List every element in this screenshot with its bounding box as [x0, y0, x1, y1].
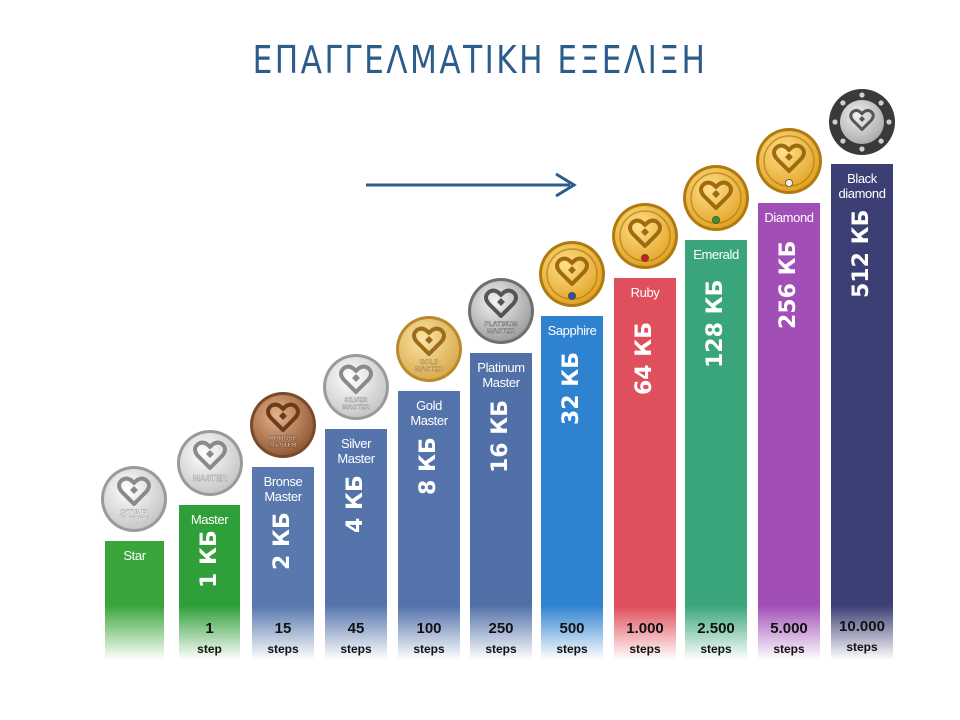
level-badge-icon [612, 203, 678, 269]
level-badge-icon [829, 89, 895, 155]
level-steps: 5.000 steps [757, 619, 821, 659]
level-name: Diamond [764, 210, 814, 225]
steps-unit: steps [267, 642, 299, 656]
level-bar: Emerald [685, 240, 747, 660]
steps-count: 2.500 [697, 620, 735, 637]
level-bar: Silver Master [325, 429, 387, 660]
steps-count: 45 [347, 620, 365, 637]
steps-count: 15 [274, 620, 292, 637]
level-bar: Bronse Master [252, 467, 314, 660]
badge-label: PLATINUM MASTER [484, 321, 517, 335]
level-bar: Star [105, 541, 164, 660]
steps-unit: steps [413, 642, 445, 656]
level-rate: 512 КБ [849, 209, 874, 298]
level-name: Bronse Master [263, 474, 303, 504]
steps-unit: steps [846, 640, 878, 654]
steps-unit: steps [700, 642, 732, 656]
level-name: Sapphire [547, 323, 597, 338]
level-steps: 1.000 steps [613, 619, 677, 659]
level-steps: 100 steps [397, 619, 461, 659]
steps-unit: steps [340, 642, 372, 656]
level-rate: 1 КБ [196, 530, 222, 588]
steps-unit: steps [556, 642, 588, 656]
level-rate: 64 КБ [632, 321, 657, 395]
level-name: Star [123, 548, 146, 563]
level-badge-icon: GOLD MASTER [396, 316, 462, 382]
steps-unit: steps [485, 642, 517, 656]
badge-label: MASTER [193, 474, 227, 483]
badge-label: STAR [119, 508, 148, 520]
level-bar: Diamond [758, 203, 820, 660]
level-rate: 4 КБ [343, 475, 368, 533]
level-name: Black diamond [838, 171, 886, 201]
level-badge-icon: PLATINUM MASTER [468, 278, 534, 344]
badge-label: BRONSE MASTER [269, 435, 297, 449]
level-steps: 45 steps [324, 619, 388, 659]
level-badge-icon: STAR [100, 466, 167, 532]
level-name: Silver Master [337, 436, 375, 466]
level-rate: 128 КБ [703, 279, 728, 368]
steps-count: 500 [559, 620, 585, 637]
level-bar: Platinum Master [470, 353, 532, 660]
level-steps: 500 steps [540, 619, 604, 659]
level-badge-icon: MASTER [176, 430, 243, 496]
level-rate: 32 КБ [559, 351, 584, 425]
steps-count: 1 [205, 620, 214, 637]
steps-unit: steps [629, 642, 661, 656]
level-steps: 2.500 steps [684, 619, 748, 659]
level-bar: Master [179, 505, 240, 660]
steps-unit: steps [773, 642, 805, 656]
level-rate: 8 КБ [416, 437, 441, 495]
steps-count: 100 [416, 620, 442, 637]
steps-count: 1.000 [626, 620, 664, 637]
level-name: Emerald [693, 247, 739, 262]
level-badge-icon [683, 165, 749, 231]
badge-label: SILVER MASTER [342, 397, 370, 411]
level-bar: Sapphire [541, 316, 603, 660]
steps-count: 5.000 [770, 620, 808, 637]
level-steps: 10.000 steps [830, 617, 894, 657]
steps-count: 250 [488, 620, 514, 637]
level-badge-icon [539, 241, 605, 307]
level-bar: Ruby [614, 278, 676, 660]
level-badge-icon: SILVER MASTER [323, 354, 389, 420]
level-steps: 1 step [178, 619, 242, 659]
page-title: ΕΠΑΓΓΕΛΜΑΤΙΚΗ ΕΞΕΛΙΞΗ [252, 38, 708, 82]
level-bar: Gold Master [398, 391, 460, 660]
level-badge-icon [756, 128, 822, 194]
level-name: Ruby [630, 285, 660, 300]
level-rate: 256 КБ [776, 240, 801, 329]
steps-unit: step [197, 642, 222, 656]
level-rate: 2 КБ [270, 512, 295, 570]
level-rate: 16 КБ [488, 399, 513, 473]
level-steps: 250 steps [469, 619, 533, 659]
level-name: Platinum Master [477, 360, 525, 390]
level-bar: Black diamond [831, 164, 893, 660]
level-name: Gold Master [410, 398, 448, 428]
badge-label: GOLD MASTER [415, 359, 443, 373]
steps-count: 10.000 [839, 618, 885, 635]
level-badge-icon: BRONSE MASTER [250, 392, 316, 458]
progress-arrow-icon [366, 172, 577, 198]
level-steps: 15 steps [251, 619, 315, 659]
level-name: Master [190, 512, 229, 527]
